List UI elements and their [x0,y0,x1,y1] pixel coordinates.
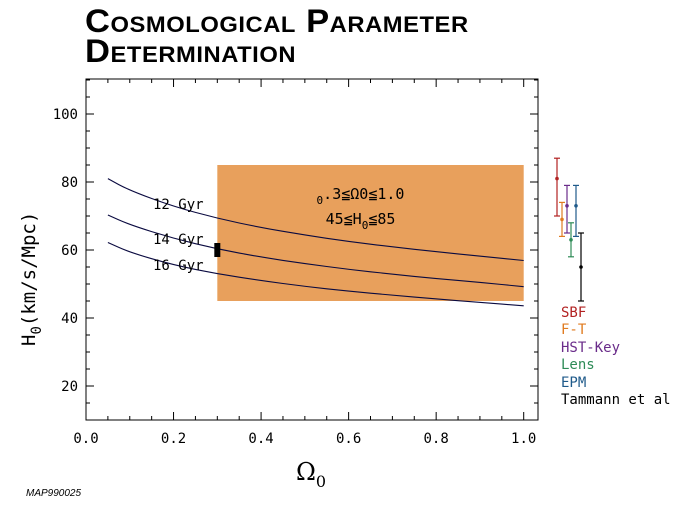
title-line-1: Cosmological Parameter [85,3,469,39]
measurements-layer [554,157,584,302]
legend-item-epm: EPM [561,375,587,391]
x-tick-label: 1.0 [511,431,536,447]
curve-label-14-gyr: 14 Gyr [153,232,204,248]
point-sbf [555,176,559,181]
legend-item-f-t: F-T [561,322,587,338]
region-label-omega: 0.3≦Ω0≦1.0 [317,185,405,207]
x-tick-label: 0.4 [248,431,273,447]
point-lens [569,238,573,242]
point-hst-key [565,204,569,208]
x-tick-label: 0.8 [424,431,449,447]
curve-label-12-gyr: 12 Gyr [153,197,204,213]
legend-item-sbf: SBF [561,305,587,321]
y-tick-label: 20 [61,379,78,395]
credit-label: MAP990025 [26,488,82,499]
x-tick-label: 0.0 [73,431,98,447]
x-tick-label: 0.6 [336,431,361,447]
legend-item-hst-key: HST-Key [561,340,621,356]
title-line-2: Determination [85,33,297,69]
labels-layer: 0.3≦Ω0≦1.0 45≦H0≦85 12 Gyr 14 Gyr 16 Gyr 0.0 0… [18,107,536,491]
page-title: Cosmological Parameter Determination [85,3,469,69]
y-tick-label: 60 [61,243,78,259]
curve-label-16-gyr: 16 Gyr [153,258,204,274]
legend-item-tammann-et-al: Tammann et al [561,392,671,408]
x-axis-label: Ω0 [296,458,326,491]
y-tick-label: 80 [61,175,78,191]
point-epm [574,204,578,208]
axes-layer [85,78,539,421]
y-axis-label: H0(km/s/Mpc) [18,212,45,346]
point-tammann-et-al [579,265,583,269]
y-tick-label: 40 [61,311,78,327]
age-marker [214,243,221,257]
legend-item-lens: Lens [561,357,595,373]
region-label-h0: 45≦H0≦85 [326,210,396,232]
series-layer [107,178,524,307]
curve-14-gyr [107,214,524,288]
curve-16-gyr [107,241,524,307]
y-tick-label: 100 [53,107,78,123]
x-tick-label: 0.2 [161,431,186,447]
point-f-t [560,217,564,222]
region-layer [217,165,524,301]
curve-12-gyr [107,178,524,262]
parameter-region [217,165,524,301]
